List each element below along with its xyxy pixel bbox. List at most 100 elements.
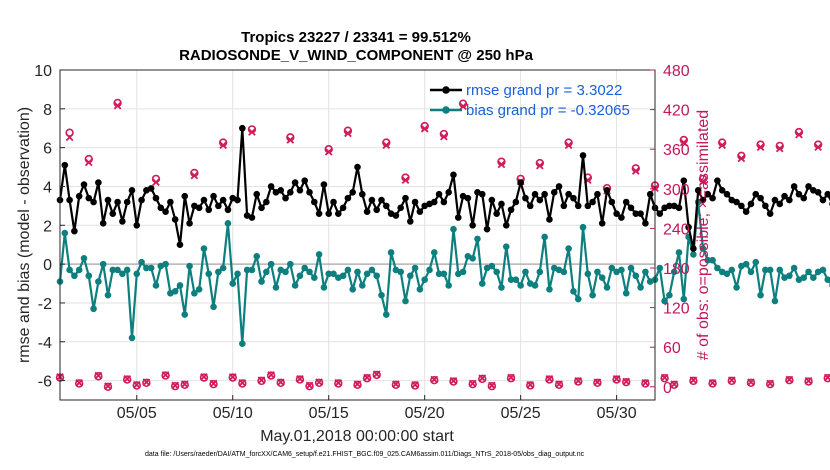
obs-assimilated-point [689, 376, 698, 385]
obs-assimilated-point [612, 375, 621, 383]
rmse-point [598, 220, 606, 227]
bias-point [109, 266, 117, 274]
obs-possible-point [669, 380, 679, 390]
rmse-point [771, 196, 779, 204]
bias-point [421, 276, 428, 283]
bias-point [248, 266, 256, 274]
bias-point [80, 254, 88, 262]
left-tick-label: -2 [38, 296, 52, 313]
rmse-point [99, 220, 107, 227]
rmse-point [128, 187, 136, 194]
bias-point [200, 245, 208, 252]
rmse-point [119, 218, 126, 225]
obs-assimilated-point [65, 133, 74, 142]
bias-point [618, 266, 625, 274]
obs-assimilated-point [622, 377, 631, 386]
chart-title-line2: RADIOSONDE_V_WIND_COMPONENT @ 250 hPa [179, 47, 534, 64]
bias-point [474, 235, 481, 243]
obs-possible-point [804, 377, 813, 386]
obs-assimilated-point [344, 129, 352, 138]
rmse-point [666, 202, 673, 210]
x-tick-label: 05/15 [309, 405, 349, 422]
rmse-point [378, 196, 385, 204]
rmse-point [714, 177, 721, 184]
obs-possible-point [622, 377, 631, 387]
y-axis-label-right: # of obs: o=possible; ×=assimilated [695, 110, 712, 360]
rmse-point [517, 179, 524, 186]
rmse-point [709, 194, 716, 202]
rmse-point [642, 220, 649, 227]
obs-possible-point [209, 379, 218, 389]
rmse-series [56, 124, 830, 252]
rmse-point [608, 198, 616, 206]
bias-point [229, 280, 237, 287]
bias-point [205, 270, 213, 278]
obs-assimilated-point [363, 373, 371, 382]
bias-point [546, 286, 553, 293]
x-tick-label: 05/20 [405, 405, 445, 422]
bias-point [512, 276, 520, 283]
x-tick-label: 05/25 [501, 405, 541, 422]
rmse-point [790, 183, 798, 190]
obs-possible-point [266, 371, 276, 380]
rmse-point [282, 194, 289, 202]
bias-point [450, 225, 457, 233]
rmse-point [239, 124, 246, 132]
bias-point [714, 264, 721, 272]
rmse-point [694, 187, 702, 194]
bias-point [162, 260, 169, 268]
obs-possible-point [526, 381, 535, 390]
rmse-point [85, 194, 93, 202]
rmse-point [80, 181, 88, 188]
rmse-point [493, 210, 500, 217]
bias-point [234, 270, 241, 278]
obs-possible-point [641, 379, 650, 388]
footer-data-file: data file: /Users/raeder/DAI/ATM_forcXX/… [145, 451, 585, 458]
bias-point [195, 286, 203, 293]
rmse-point [507, 206, 515, 214]
bias-point [622, 289, 630, 297]
rmse-point [330, 198, 337, 206]
rmse-point [339, 204, 347, 212]
rmse-point [766, 210, 774, 217]
rmse-point [234, 196, 241, 204]
rmse-point [603, 187, 611, 194]
rmse-point [733, 198, 740, 206]
bias-point [507, 276, 515, 283]
obs-possible-point [746, 378, 756, 388]
obs-possible-point [545, 375, 554, 384]
obs-possible-point [94, 372, 103, 381]
rmse-point [325, 210, 333, 217]
rmse-point [502, 221, 510, 229]
bias-point [666, 291, 673, 299]
obs-assimilated-point [334, 379, 343, 387]
bias-point [584, 270, 592, 278]
rmse-point [555, 183, 563, 190]
rmse-point [358, 190, 366, 198]
left-tick-label: 8 [43, 102, 52, 119]
bias-point [728, 266, 736, 274]
bias-point [296, 272, 304, 280]
obs-assimilated-point [94, 371, 103, 380]
rmse-point [483, 225, 491, 233]
obs-possible-point [362, 374, 372, 383]
rmse-point [742, 208, 750, 216]
bias-point [349, 286, 357, 293]
rmse-point [186, 220, 193, 227]
obs-assimilated-point [459, 102, 467, 111]
rmse-point [450, 171, 457, 179]
rmse-point [704, 190, 712, 198]
obs-possible-point [132, 381, 141, 390]
bias-point [406, 272, 414, 280]
rmse-point [277, 187, 285, 194]
rmse-point [752, 190, 760, 198]
bias-point [267, 260, 275, 268]
bias-point [123, 266, 131, 274]
bias-point [819, 266, 827, 274]
rmse-point [157, 204, 165, 212]
bias-point [287, 260, 294, 268]
rmse-point [215, 202, 222, 210]
obs-possible-point [487, 381, 497, 391]
right-tick-label: 180 [663, 261, 690, 278]
bias-point [358, 282, 366, 289]
